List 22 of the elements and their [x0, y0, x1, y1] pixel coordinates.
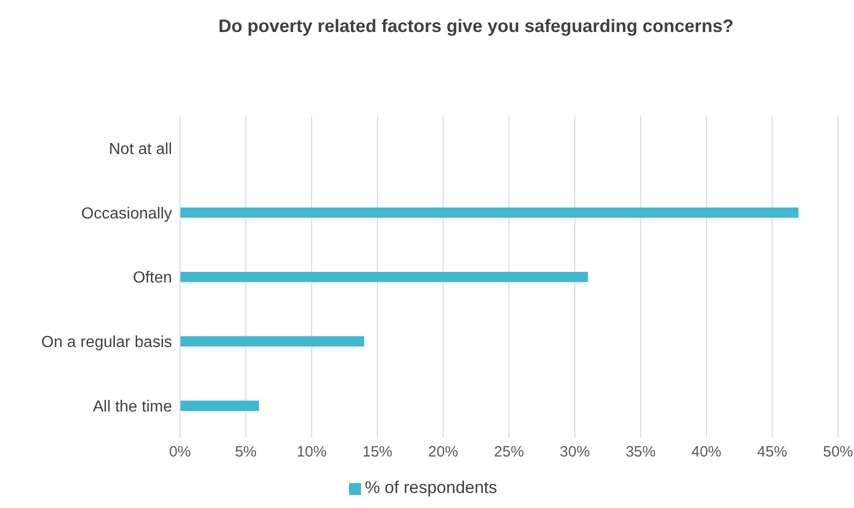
bar [180, 272, 588, 282]
y-tick-label: Not at all [108, 140, 172, 158]
y-tick-label: All the time [92, 398, 172, 416]
x-tick-label: 15% [362, 444, 392, 461]
y-tick-label: On a regular basis [41, 334, 172, 352]
x-tick-label: 20% [428, 444, 458, 461]
x-tick-label: 10% [296, 444, 327, 461]
y-tick-label: Occasionally [81, 205, 172, 222]
y-tick-label: Often [132, 270, 172, 287]
x-tick-label: 40% [691, 444, 722, 461]
x-tick-label: 0% [169, 444, 191, 461]
bar [180, 207, 799, 218]
bar [180, 400, 259, 411]
bar [180, 336, 364, 347]
x-tick-label: 45% [757, 444, 788, 461]
legend-label: % of respondents [364, 478, 498, 497]
x-tick-label: 25% [494, 444, 524, 461]
x-tick-label: 5% [234, 444, 257, 461]
x-tick-label: 30% [560, 444, 590, 461]
chart-title: Do poverty related factors give you safeguarding concerns? [217, 15, 735, 38]
x-tick-label: 50% [822, 444, 854, 461]
x-tick-label: 35% [626, 444, 656, 461]
